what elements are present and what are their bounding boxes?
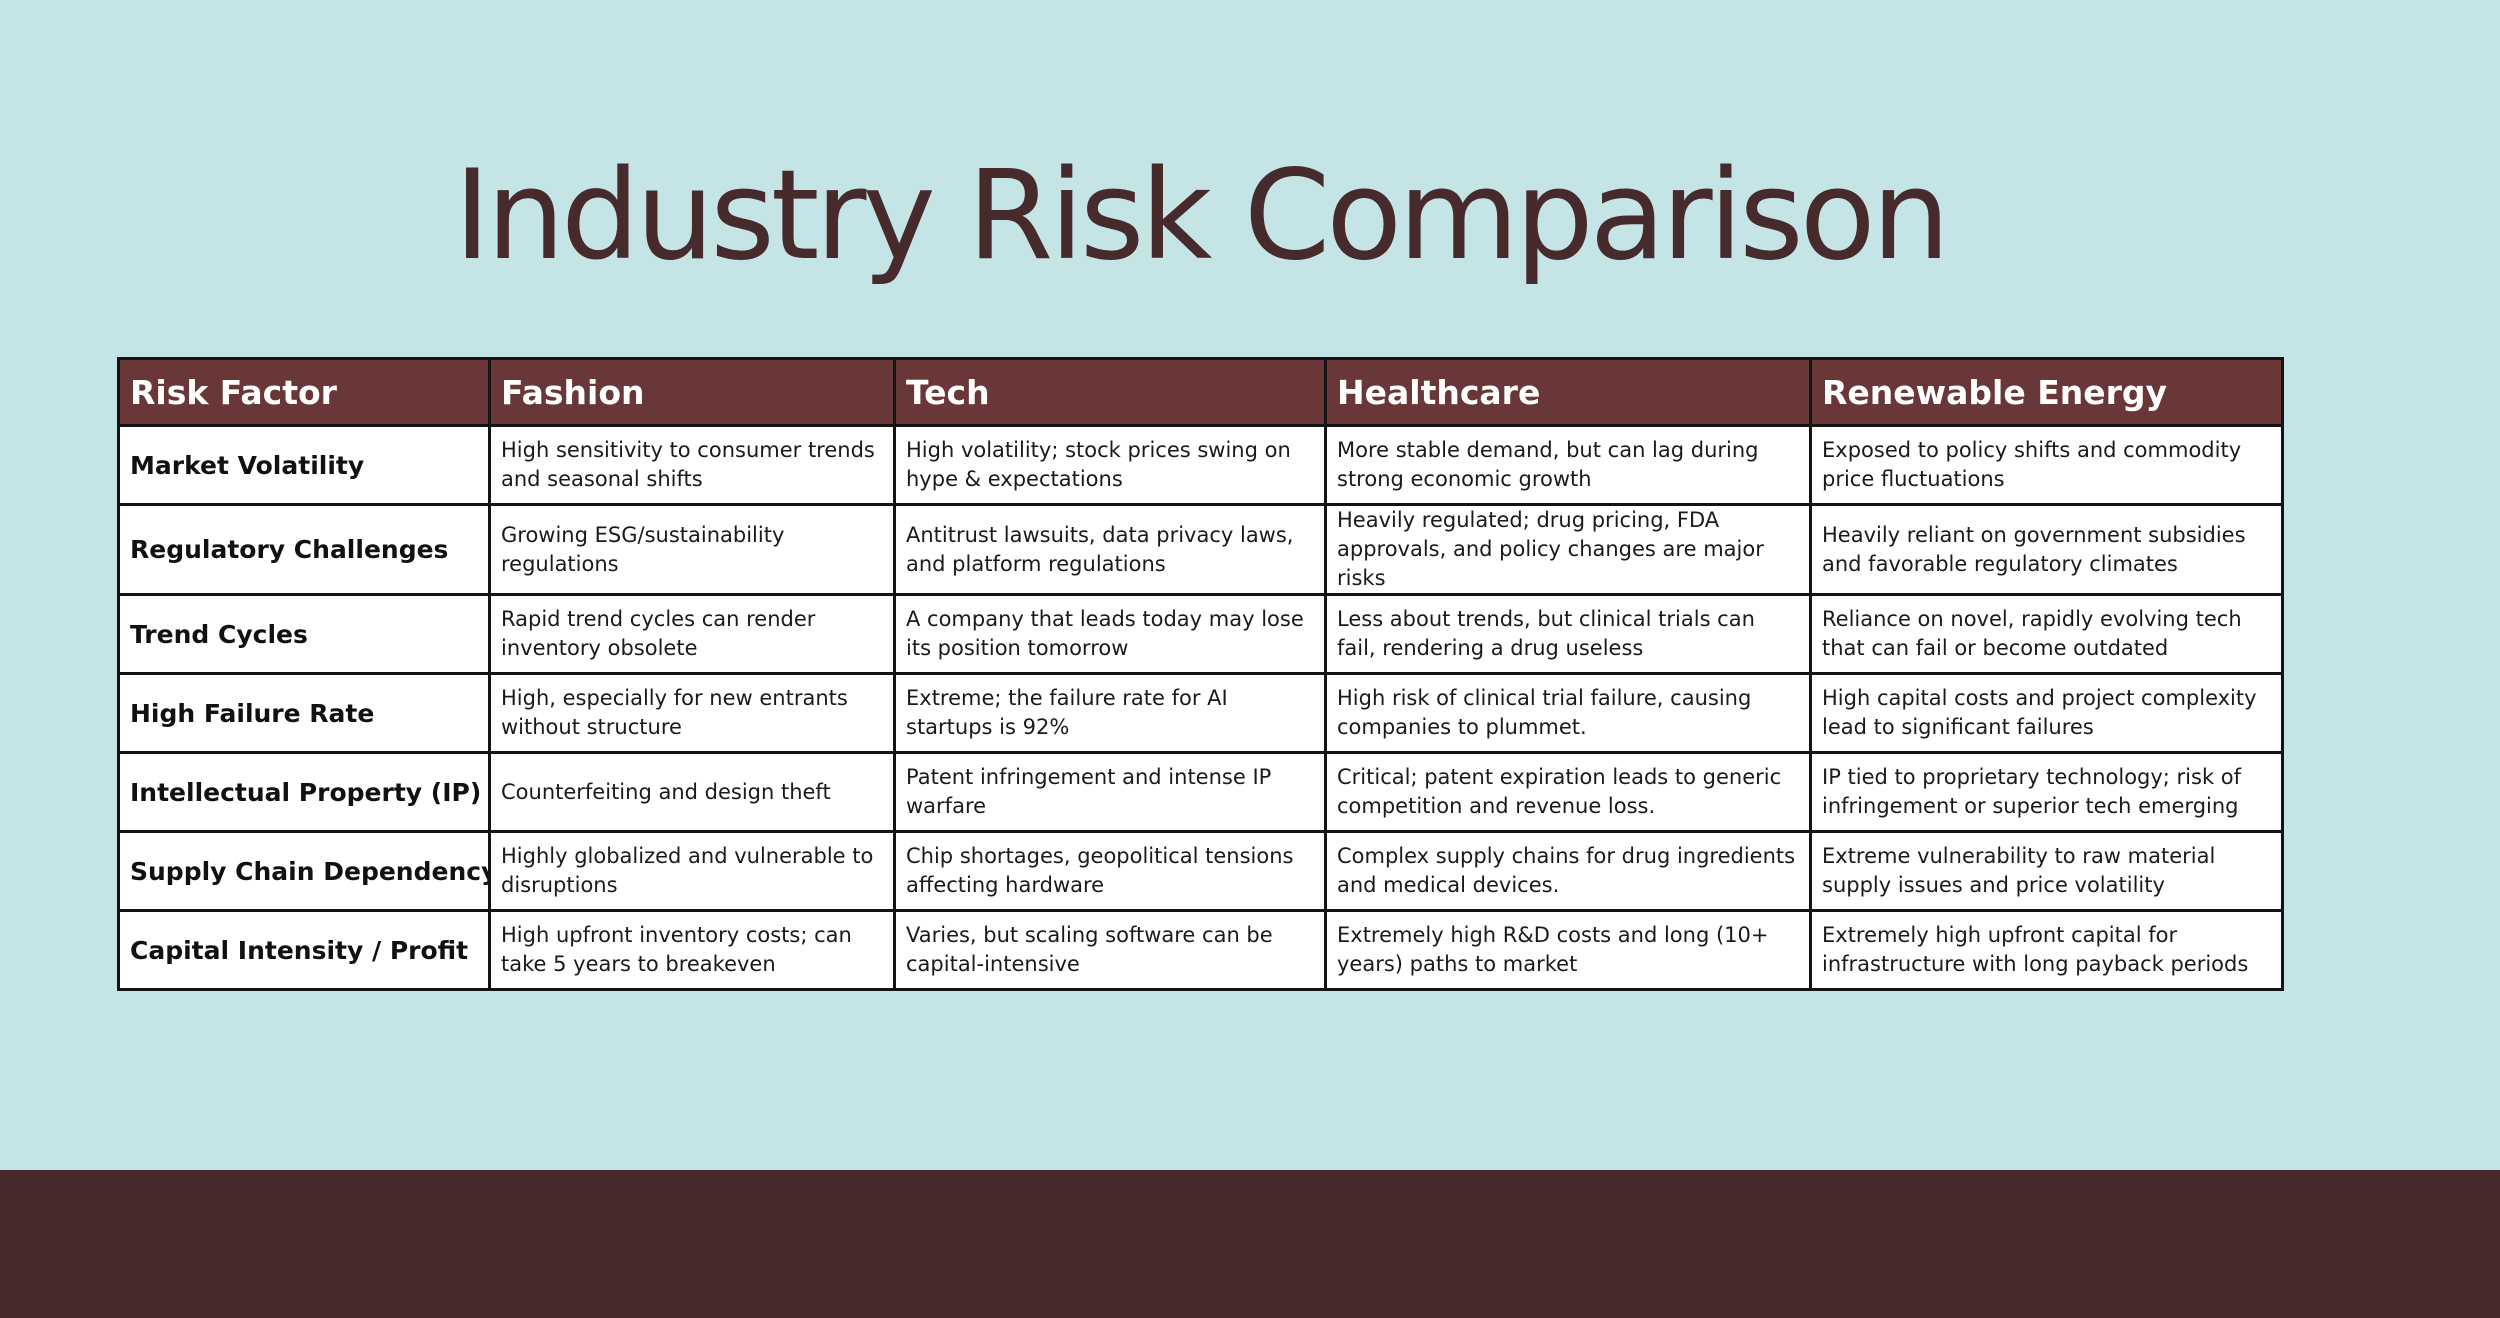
cell-healthcare: Complex supply chains for drug ingredien…: [1324, 830, 1812, 912]
cell-healthcare: Heavily regulated; drug pricing, FDA app…: [1324, 503, 1812, 596]
table-row: Market Volatility High sensitivity to co…: [117, 424, 2284, 506]
row-risk-factor: Capital Intensity / Profit: [117, 909, 491, 991]
cell-healthcare: High risk of clinical trial failure, cau…: [1324, 672, 1812, 754]
table-row: Capital Intensity / Profit High upfront …: [117, 909, 2284, 991]
cell-tech: Patent infringement and intense IP warfa…: [893, 751, 1327, 833]
row-risk-factor: Regulatory Challenges: [117, 503, 491, 596]
cell-renewable-energy: IP tied to proprietary technology; risk …: [1809, 751, 2284, 833]
table-row: Trend Cycles Rapid trend cycles can rend…: [117, 593, 2284, 675]
row-risk-factor: Supply Chain Dependency: [117, 830, 491, 912]
table-row: Supply Chain Dependency Highly globalize…: [117, 830, 2284, 912]
cell-fashion: Growing ESG/sustainability regulations: [488, 503, 896, 596]
cell-fashion: High upfront inventory costs; can take 5…: [488, 909, 896, 991]
cell-renewable-energy: High capital costs and project complexit…: [1809, 672, 2284, 754]
cell-healthcare: Critical; patent expiration leads to gen…: [1324, 751, 1812, 833]
cell-healthcare: Extremely high R&D costs and long (10+ y…: [1324, 909, 1812, 991]
cell-renewable-energy: Heavily reliant on government subsidies …: [1809, 503, 2284, 596]
header-healthcare: Healthcare: [1324, 357, 1812, 427]
row-risk-factor: High Failure Rate: [117, 672, 491, 754]
footer-band: [0, 1170, 2500, 1318]
cell-fashion: High, especially for new entrants withou…: [488, 672, 896, 754]
risk-comparison-table-container: Risk Factor Fashion Tech Healthcare Rene…: [117, 357, 2284, 991]
cell-fashion: Counterfeiting and design theft: [488, 751, 896, 833]
header-tech: Tech: [893, 357, 1327, 427]
header-fashion: Fashion: [488, 357, 896, 427]
cell-renewable-energy: Extremely high upfront capital for infra…: [1809, 909, 2284, 991]
header-row: Risk Factor Fashion Tech Healthcare Rene…: [117, 357, 2284, 427]
cell-renewable-energy: Exposed to policy shifts and commodity p…: [1809, 424, 2284, 506]
cell-fashion: High sensitivity to consumer trends and …: [488, 424, 896, 506]
cell-tech: A company that leads today may lose its …: [893, 593, 1327, 675]
risk-comparison-table: Risk Factor Fashion Tech Healthcare Rene…: [117, 357, 2284, 991]
row-risk-factor: Intellectual Property (IP) Risk: [117, 751, 491, 833]
header-renewable-energy: Renewable Energy: [1809, 357, 2284, 427]
table-row: High Failure Rate High, especially for n…: [117, 672, 2284, 754]
table-body: Market Volatility High sensitivity to co…: [117, 424, 2284, 991]
cell-tech: Varies, but scaling software can be capi…: [893, 909, 1327, 991]
table-row: Intellectual Property (IP) Risk Counterf…: [117, 751, 2284, 833]
row-risk-factor: Market Volatility: [117, 424, 491, 506]
cell-renewable-energy: Extreme vulnerability to raw material su…: [1809, 830, 2284, 912]
cell-tech: Antitrust lawsuits, data privacy laws, a…: [893, 503, 1327, 596]
cell-tech: Chip shortages, geopolitical tensions af…: [893, 830, 1327, 912]
cell-tech: Extreme; the failure rate for AI startup…: [893, 672, 1327, 754]
cell-fashion: Highly globalized and vulnerable to disr…: [488, 830, 896, 912]
page-title: Industry Risk Comparison: [453, 144, 1950, 288]
cell-tech: High volatility; stock prices swing on h…: [893, 424, 1327, 506]
row-risk-factor: Trend Cycles: [117, 593, 491, 675]
cell-fashion: Rapid trend cycles can render inventory …: [488, 593, 896, 675]
cell-healthcare: More stable demand, but can lag during s…: [1324, 424, 1812, 506]
table-row: Regulatory Challenges Growing ESG/sustai…: [117, 503, 2284, 596]
table-header: Risk Factor Fashion Tech Healthcare Rene…: [117, 357, 2284, 427]
cell-renewable-energy: Reliance on novel, rapidly evolving tech…: [1809, 593, 2284, 675]
cell-healthcare: Less about trends, but clinical trials c…: [1324, 593, 1812, 675]
header-risk-factor: Risk Factor: [117, 357, 491, 427]
